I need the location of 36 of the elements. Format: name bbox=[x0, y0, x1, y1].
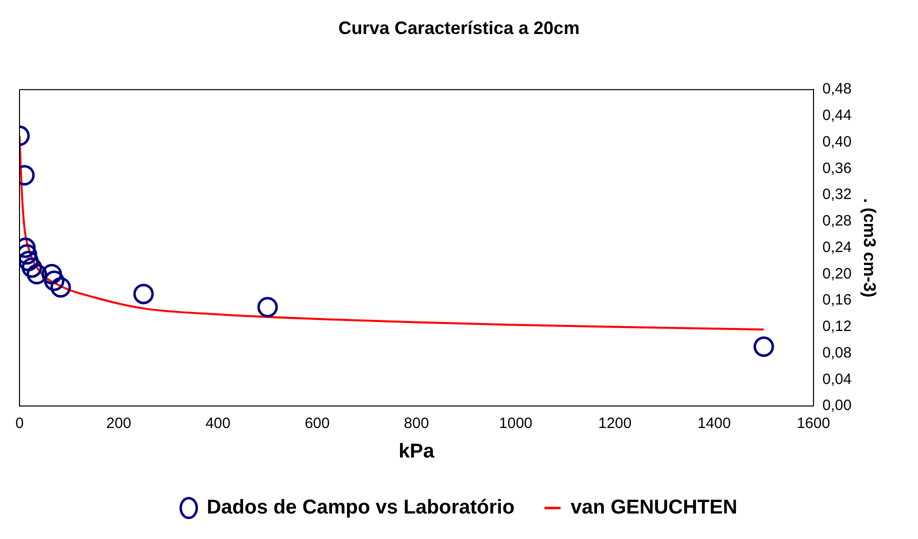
x-tick-label: 600 bbox=[304, 415, 330, 432]
point bbox=[22, 257, 42, 278]
point bbox=[50, 277, 71, 298]
x-tick-label: 1400 bbox=[697, 415, 731, 432]
point bbox=[20, 250, 39, 272]
y-tick-label: 0,24 bbox=[822, 238, 852, 256]
x-tick-label: 800 bbox=[404, 415, 429, 432]
y-tick-label: 0,48 bbox=[822, 80, 852, 98]
y-tick-label: 0,28 bbox=[822, 212, 852, 230]
x-tick-label: 400 bbox=[205, 415, 230, 432]
point bbox=[26, 264, 48, 284]
legend-label: Dados de Campo vs Laboratório bbox=[206, 496, 515, 519]
x-tick-label: 1000 bbox=[499, 415, 532, 432]
x-tick-label: 1200 bbox=[598, 415, 632, 432]
point bbox=[257, 296, 278, 318]
point bbox=[44, 270, 64, 292]
y-axis-title: . (cm3 cm-3) bbox=[860, 198, 880, 298]
y-tick-label: 0,36 bbox=[822, 160, 852, 177]
point bbox=[42, 264, 62, 284]
y-tick-label: 0,16 bbox=[822, 292, 852, 309]
legend-label: van GENUCHTEN bbox=[570, 496, 738, 519]
x-tick-label: 200 bbox=[106, 415, 132, 432]
y-tick-label: 0,04 bbox=[822, 370, 852, 388]
x-tick-label: 1600 bbox=[796, 415, 830, 432]
y-tick-label: 0,08 bbox=[822, 344, 852, 362]
point bbox=[133, 284, 154, 304]
y-tick-label: 0,12 bbox=[822, 318, 852, 336]
y-tick-label: 0,20 bbox=[822, 265, 852, 282]
point bbox=[754, 336, 774, 357]
y-tick-label: 0,32 bbox=[822, 186, 852, 204]
y-tick-label: 0,44 bbox=[822, 107, 852, 124]
y-tick-label: 0,00 bbox=[822, 397, 852, 414]
x-tick-label: 0 bbox=[15, 415, 24, 432]
chart-title: Curva Característica a 20cm bbox=[338, 18, 580, 38]
y-tick-label: 0,40 bbox=[822, 133, 852, 150]
x-axis-title: kPa bbox=[398, 440, 436, 463]
